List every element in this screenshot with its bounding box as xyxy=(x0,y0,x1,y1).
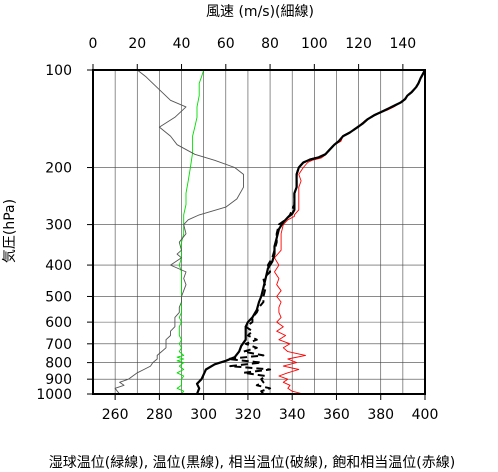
x-axis-title: 湿球温位(緑線), 温位(黒線), 相当温位(破線), 飽和相当温位(赤線) xyxy=(49,454,455,471)
tick-labels: 260 280 300 320 340 360 380 400 0 20 40 60 80 100 120 1… xyxy=(36,36,438,423)
y-tick-label: 300 xyxy=(45,218,72,234)
y-tick-label: 800 xyxy=(45,356,72,372)
wind-tick-label: 40 xyxy=(173,36,191,52)
x-tick-label: 400 xyxy=(412,407,439,423)
grid xyxy=(93,70,425,394)
y-tick-label: 900 xyxy=(45,372,72,388)
wind-tick-label: 80 xyxy=(261,36,279,52)
saturated-equivalent-potential-temperature-line xyxy=(274,69,426,395)
top-axis-title: 風速 (m/s)(細線) xyxy=(206,4,314,20)
equivalent-potential-temperature-line xyxy=(227,69,426,395)
series-group xyxy=(114,69,426,395)
x-tick-label: 360 xyxy=(323,407,350,423)
y-tick-label: 100 xyxy=(45,63,72,79)
wind-tick-label: 0 xyxy=(89,36,98,52)
x-tick-label: 320 xyxy=(235,407,262,423)
x-tick-label: 300 xyxy=(190,407,217,423)
wind-tick-label: 60 xyxy=(217,36,235,52)
y-tick-label: 1000 xyxy=(36,387,72,403)
x-tick-label: 380 xyxy=(367,407,394,423)
y-tick-label: 600 xyxy=(45,315,72,331)
wind-speed-line xyxy=(114,69,244,395)
y-tick-label: 200 xyxy=(45,161,72,177)
wind-tick-label: 100 xyxy=(301,36,328,52)
wind-tick-label: 20 xyxy=(128,36,146,52)
potential-temperature-line xyxy=(195,69,426,395)
wet-bulb-potential-temperature-line xyxy=(176,69,205,395)
y-axis-title: 気圧(hPa) xyxy=(2,199,18,263)
plot-frame xyxy=(92,69,426,395)
y-tick-label: 700 xyxy=(45,337,72,353)
x-tick-label: 260 xyxy=(102,407,129,423)
y-tick-label: 400 xyxy=(45,258,72,274)
x-tick-label: 280 xyxy=(146,407,173,423)
wind-tick-label: 120 xyxy=(345,36,372,52)
x-tick-label: 340 xyxy=(279,407,306,423)
wind-tick-label: 140 xyxy=(389,36,416,52)
y-tick-label: 500 xyxy=(45,289,72,305)
